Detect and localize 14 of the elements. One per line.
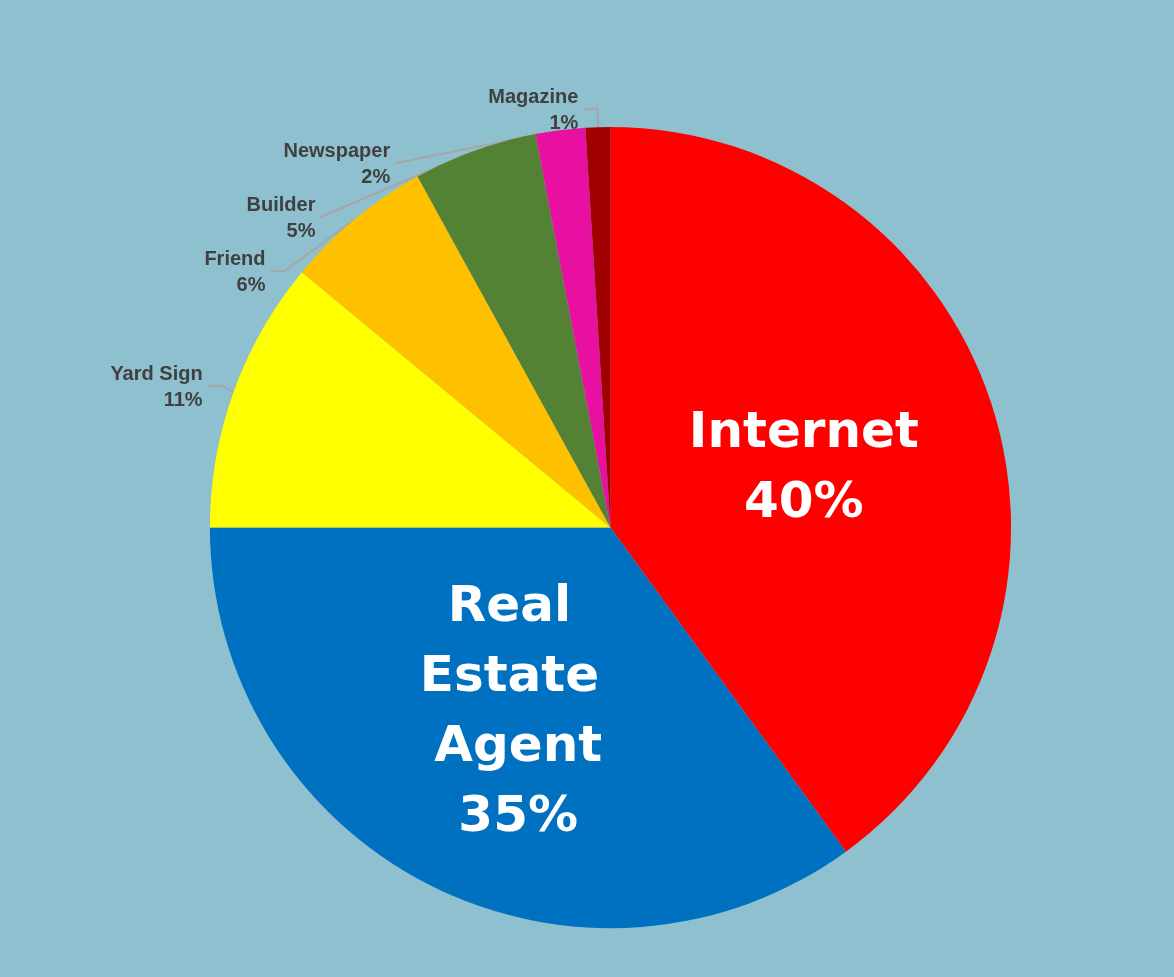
slice-label: Magazine — [488, 85, 579, 108]
slice-label: Yard Sign — [110, 361, 203, 384]
data-label: 35% — [458, 784, 579, 843]
slice-label: Real Estate Agent — [419, 574, 617, 773]
data-label: 11% — [163, 387, 203, 410]
slice-label: Internet — [688, 400, 919, 459]
slice-label: Newspaper — [283, 139, 391, 162]
data-label: 5% — [286, 219, 316, 242]
data-label: 2% — [361, 165, 391, 188]
slice-label: Friend — [204, 247, 266, 270]
slice-label: Builder — [246, 193, 316, 216]
data-label: 6% — [236, 273, 266, 296]
data-label: 1% — [549, 111, 579, 134]
data-label: 40% — [743, 470, 864, 529]
